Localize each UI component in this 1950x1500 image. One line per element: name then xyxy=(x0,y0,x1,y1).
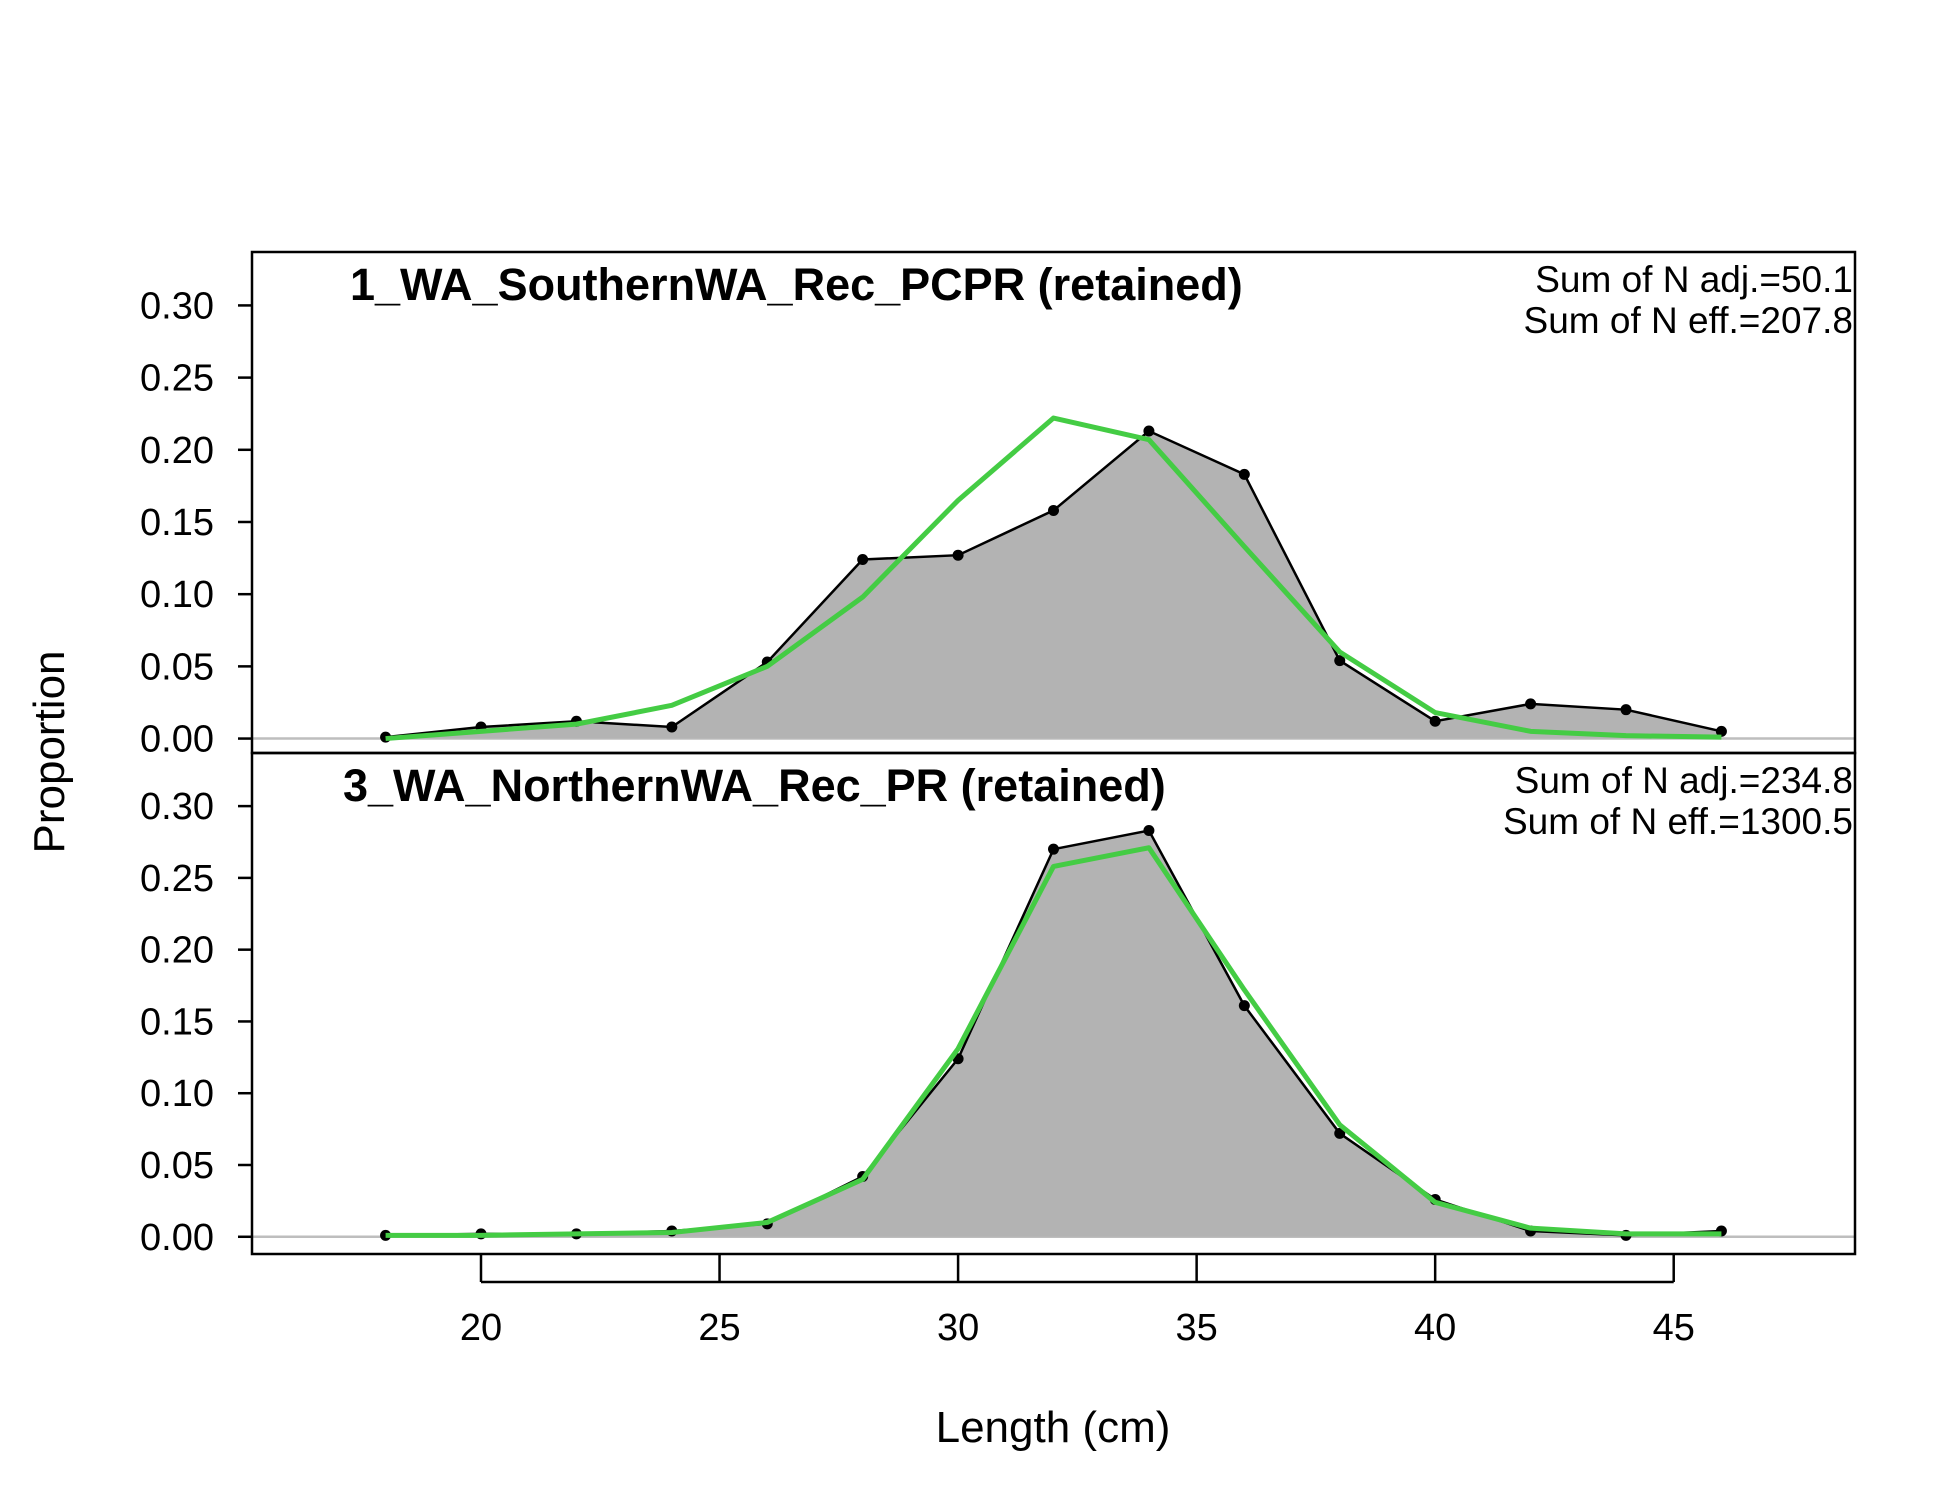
panel-title: 3_WA_NorthernWA_Rec_PR (retained) xyxy=(343,760,1166,811)
y-tick-label: 0.05 xyxy=(140,646,214,688)
y-tick-label: 0.10 xyxy=(140,574,214,616)
x-tick-label: 20 xyxy=(460,1307,502,1349)
y-tick-label: 0.00 xyxy=(140,1217,214,1259)
y-tick-label: 0.15 xyxy=(140,502,214,544)
y-tick-label: 0.05 xyxy=(140,1145,214,1187)
y-tick-label: 0.20 xyxy=(140,930,214,972)
y-axis-title: Proportion xyxy=(25,650,74,853)
observed-point xyxy=(1048,504,1059,516)
observed-point xyxy=(952,549,964,561)
y-axis: 0.00 0.05 0.10 0.15 0.20 0.25 0.30 xyxy=(140,786,252,1259)
panel-frame xyxy=(250,751,1857,1256)
observed-point xyxy=(666,721,678,733)
x-tick-label: 35 xyxy=(1175,1307,1217,1349)
observed-point xyxy=(1238,1000,1250,1012)
panel-1: 0.00 0.05 0.10 0.15 0.20 0.25 0.30 1_WA_Souther… xyxy=(140,250,1857,761)
y-tick-label: 0.30 xyxy=(140,786,214,828)
y-tick-label: 0.25 xyxy=(140,858,214,900)
observed-point xyxy=(857,554,869,566)
expected-line xyxy=(385,415,1722,742)
observed-point xyxy=(1715,725,1727,737)
y-tick-label: 0.20 xyxy=(140,430,214,472)
observed-point xyxy=(1238,468,1250,480)
panel-stat: Sum of N eff.=207.8 xyxy=(1524,300,1853,341)
observed-area xyxy=(385,431,1722,739)
y-axis: 0.00 0.05 0.10 0.15 0.20 0.25 0.30 xyxy=(140,285,252,761)
observed-point xyxy=(1334,1127,1346,1139)
x-axis-title: Length (cm) xyxy=(936,1403,1171,1452)
y-tick-label: 0.00 xyxy=(140,719,214,761)
expected-line xyxy=(385,845,1722,1238)
observed-point xyxy=(1334,655,1346,667)
observed-point xyxy=(1143,825,1155,837)
panel-stat: Sum of N eff.=1300.5 xyxy=(1503,801,1853,842)
y-tick-label: 0.15 xyxy=(140,1001,214,1043)
x-tick-label: 40 xyxy=(1414,1307,1456,1349)
panel-stat: Sum of N adj.=234.8 xyxy=(1515,760,1853,801)
y-tick-label: 0.30 xyxy=(140,285,214,327)
panel-title: 1_WA_SouthernWA_Rec_PCPR (retained) xyxy=(350,259,1243,310)
observed-point xyxy=(1143,425,1155,437)
panel-stat: Sum of N adj.=50.1 xyxy=(1535,259,1853,300)
x-axis: 20 25 30 35 40 45 xyxy=(460,1254,1695,1349)
plot-panels: 0.00 0.05 0.10 0.15 0.20 0.25 0.30 1_WA_Souther… xyxy=(140,250,1857,1259)
y-tick-label: 0.25 xyxy=(140,358,214,400)
observed-point xyxy=(1525,698,1537,710)
x-tick-label: 25 xyxy=(698,1307,740,1349)
observed-area xyxy=(385,830,1722,1237)
y-tick-label: 0.10 xyxy=(140,1073,214,1115)
observed-point xyxy=(1429,715,1441,727)
x-tick-label: 45 xyxy=(1653,1307,1695,1349)
observed-point xyxy=(1048,843,1059,855)
observed-point xyxy=(1620,704,1632,716)
x-tick-label: 30 xyxy=(937,1307,979,1349)
panel-2: 0.00 0.05 0.10 0.15 0.20 0.25 0.30 3_WA_Norther… xyxy=(140,751,1857,1259)
